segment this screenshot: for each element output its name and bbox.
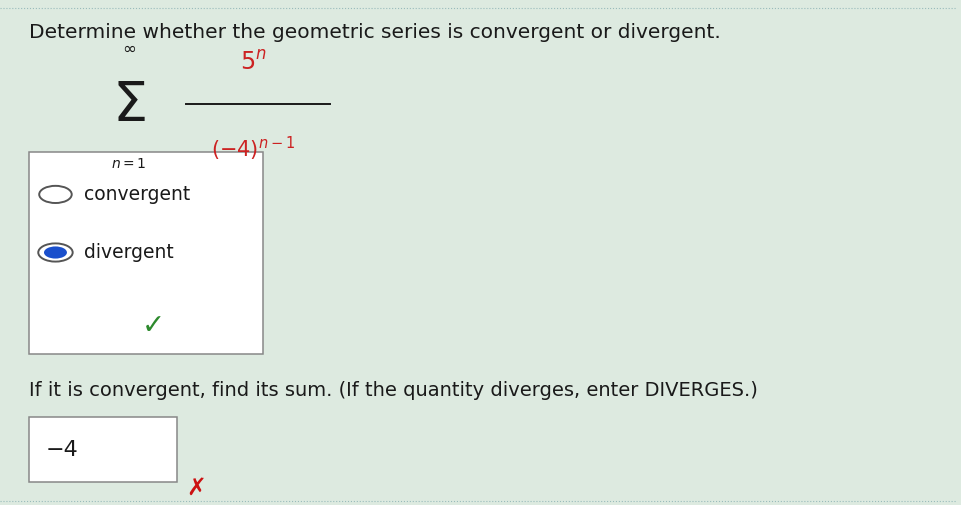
Text: convergent: convergent bbox=[84, 185, 190, 204]
FancyBboxPatch shape bbox=[29, 417, 177, 482]
Text: $5^n$: $5^n$ bbox=[240, 51, 266, 75]
Text: −4: −4 bbox=[46, 440, 79, 461]
Circle shape bbox=[38, 243, 73, 262]
FancyBboxPatch shape bbox=[29, 152, 262, 354]
Text: ✗: ✗ bbox=[186, 475, 206, 499]
Text: $\Sigma$: $\Sigma$ bbox=[112, 79, 146, 133]
Text: $\infty$: $\infty$ bbox=[122, 39, 136, 57]
Text: ✓: ✓ bbox=[141, 312, 164, 340]
Text: Determine whether the geometric series is convergent or divergent.: Determine whether the geometric series i… bbox=[29, 23, 720, 42]
Circle shape bbox=[39, 186, 72, 203]
Text: If it is convergent, find its sum. (If the quantity diverges, enter DIVERGES.): If it is convergent, find its sum. (If t… bbox=[29, 381, 756, 400]
Text: $n = 1$: $n = 1$ bbox=[111, 157, 147, 171]
Text: $(-4)^{n-1}$: $(-4)^{n-1}$ bbox=[211, 135, 295, 163]
Circle shape bbox=[44, 246, 67, 259]
Text: divergent: divergent bbox=[84, 243, 174, 262]
